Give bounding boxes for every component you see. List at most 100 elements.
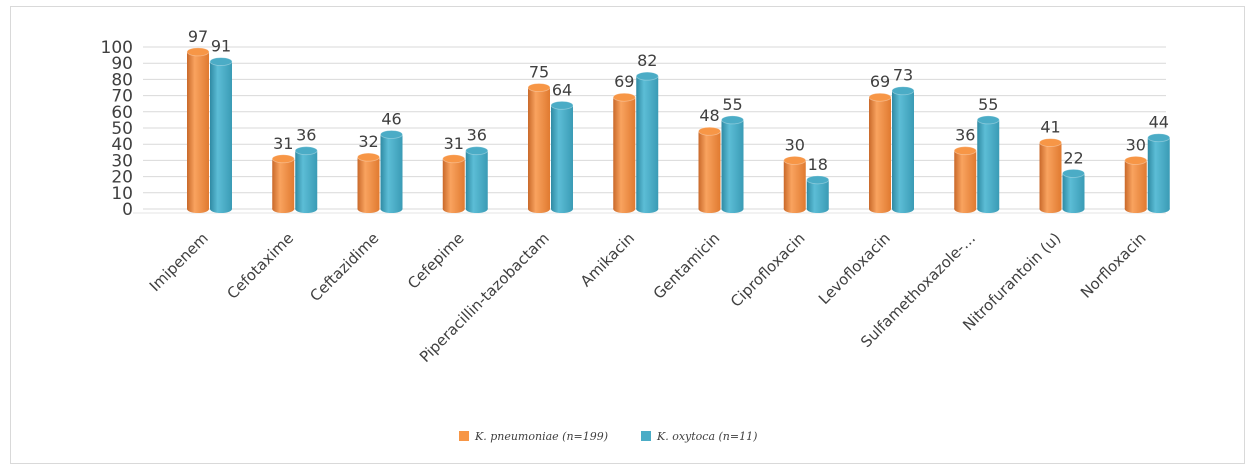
data-label: 36 — [467, 126, 487, 145]
category-label: Cefepime — [404, 229, 467, 292]
bar-top — [1062, 168, 1085, 178]
data-label: 30 — [1126, 135, 1146, 154]
category-label: Norfloxacin — [1077, 229, 1150, 302]
bar-top — [1147, 133, 1171, 143]
data-label: 55 — [722, 95, 742, 114]
data-label: 18 — [808, 155, 828, 174]
bar-top — [442, 154, 466, 164]
bar — [891, 86, 915, 213]
y-tick-label: 30 — [111, 151, 133, 171]
bar-top — [527, 83, 551, 92]
data-label: 36 — [955, 126, 975, 145]
bar — [953, 146, 977, 213]
bar-body — [210, 61, 232, 209]
category-label: Gentamicin — [650, 229, 724, 303]
data-label: 36 — [296, 126, 316, 145]
data-label: 41 — [1040, 118, 1060, 137]
bar-top — [783, 155, 807, 165]
bar-body — [357, 157, 380, 209]
data-label: 46 — [381, 109, 401, 128]
y-tick-label: 90 — [111, 54, 133, 74]
bar — [527, 83, 551, 213]
bar — [380, 130, 403, 213]
bar — [209, 57, 233, 213]
bar — [465, 146, 489, 213]
bar — [698, 126, 721, 213]
bar — [1039, 138, 1062, 213]
bar-top — [891, 86, 915, 96]
category-label: Levofloxacin — [815, 229, 894, 308]
bar-top — [357, 152, 380, 162]
data-label: 55 — [978, 95, 998, 114]
y-tick-label: 20 — [111, 168, 133, 188]
y-tick-label: 0 — [122, 200, 133, 220]
category-label: Ciprofloxacin — [727, 229, 809, 311]
bar-body — [465, 150, 488, 209]
bar-top — [186, 47, 210, 57]
data-label: 31 — [444, 134, 464, 153]
bar — [721, 115, 744, 213]
category-labels: Imipenem Cefotaxime Ceftazidime CefepimePip… — [146, 229, 1150, 366]
bar — [868, 92, 892, 213]
bar-body — [783, 160, 806, 209]
data-label: 44 — [1149, 113, 1169, 132]
data-label: 48 — [699, 106, 719, 125]
legend-swatch — [459, 431, 469, 441]
bar-body — [806, 179, 829, 209]
bar-top — [294, 146, 318, 156]
bar-body — [869, 97, 891, 209]
bar-top — [721, 115, 744, 125]
bar-body — [551, 105, 573, 209]
y-tick-label: 50 — [111, 119, 133, 139]
legend-label: K. pneumoniae (n=199) — [474, 430, 608, 443]
y-tick-label: 10 — [111, 184, 133, 204]
bar-top — [953, 146, 977, 156]
bar-top — [209, 57, 233, 66]
category-label: Ceftazidime — [306, 229, 382, 305]
bar — [186, 47, 210, 213]
data-label: 69 — [870, 72, 890, 91]
bar-body — [187, 51, 209, 209]
bar-top — [698, 126, 721, 136]
bar — [550, 100, 574, 213]
category-label: Imipenem — [146, 229, 212, 295]
bar-top — [612, 92, 636, 102]
bar — [1124, 155, 1148, 213]
bar-top — [976, 115, 1000, 125]
bar — [442, 154, 466, 213]
y-tick-label: 100 — [101, 38, 133, 58]
bar-body — [1124, 160, 1147, 209]
legend: K. pneumoniae (n=199) K. oxytoca (n=11) — [459, 430, 757, 443]
bar-body — [636, 76, 659, 209]
data-label: 75 — [529, 63, 549, 82]
bar-top — [550, 100, 574, 110]
y-tick-label: 70 — [111, 87, 133, 107]
bar-top — [271, 154, 295, 164]
bar — [1062, 168, 1085, 213]
bar-body — [528, 87, 550, 209]
bar-top — [1039, 138, 1062, 147]
bar-body — [721, 119, 744, 209]
bar-top — [465, 146, 489, 156]
bar — [976, 115, 1000, 213]
bar-body — [1147, 137, 1170, 209]
bar-top — [868, 92, 892, 102]
data-labels: 97 31 32 31 75 69 48 30 69 36 41 30 91 36 46 36 64 82 55 18… — [188, 27, 1169, 174]
legend-label: K. oxytoca (n=11) — [656, 430, 757, 443]
bar-body — [892, 90, 914, 209]
data-label: 69 — [614, 72, 634, 91]
legend-swatch — [641, 431, 651, 441]
bar-body — [698, 131, 721, 209]
category-label: Cefotaxime — [223, 229, 297, 303]
bar — [635, 71, 659, 213]
bar — [612, 92, 636, 213]
bar-body — [954, 150, 977, 209]
bar-top — [380, 130, 403, 139]
data-label: 30 — [785, 135, 805, 154]
bars — [186, 47, 1171, 213]
chart-frame: 0 10 20 30 40 50 60 70 80 90 100 97 31 32 31 75 69 48 30 6… — [10, 6, 1245, 464]
y-tick-label: 40 — [111, 135, 133, 155]
bar-body — [380, 134, 403, 209]
